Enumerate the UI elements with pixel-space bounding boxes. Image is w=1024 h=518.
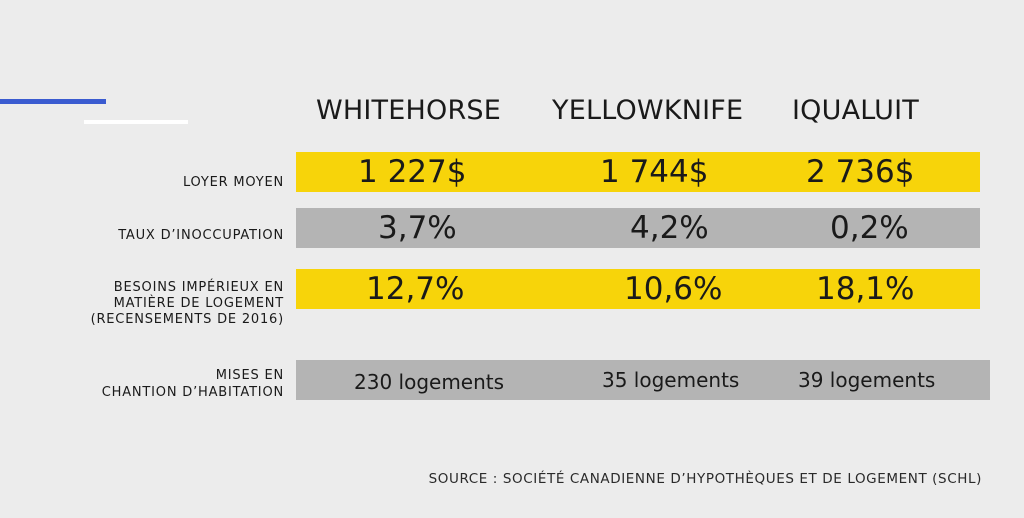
column-header-iqualuit: IQUALUIT	[792, 95, 919, 126]
column-header-yellowknife: YELLOWKNIFE	[552, 95, 744, 126]
cell-taux-yellowknife: 4,2%	[630, 210, 709, 246]
cell-loyer-whitehorse: 1 227$	[358, 154, 467, 190]
row-band-loyer-moyen	[296, 152, 980, 192]
row-band-besoins-imperieux	[296, 269, 980, 309]
row-band-mises-en-chantion	[296, 360, 990, 400]
row-label-mises-line-2: CHANTION D’HABITATION	[101, 385, 284, 400]
row-label-besoins-line-2: MATIÈRE DE LOGEMENT	[113, 296, 284, 311]
source-note: SOURCE : SOCIÉTÉ CANADIENNE D’HYPOTHÈQUE…	[428, 471, 982, 487]
cell-besoins-whitehorse: 12,7%	[366, 271, 465, 307]
row-band-taux-inoccupation	[296, 208, 980, 248]
cell-taux-iqualuit: 0,2%	[830, 210, 909, 246]
cell-mises-yellowknife: 35 logements	[602, 368, 740, 392]
column-header-whitehorse: WHITEHORSE	[316, 95, 502, 126]
cell-besoins-yellowknife: 10,6%	[624, 271, 723, 307]
row-label-besoins-line-3: (RECENSEMENTS DE 2016)	[90, 312, 284, 327]
cell-taux-whitehorse: 3,7%	[378, 210, 457, 246]
cell-besoins-iqualuit: 18,1%	[816, 271, 915, 307]
cell-loyer-yellowknife: 1 744$	[600, 154, 709, 190]
row-label-besoins-line-1: BESOINS IMPÉRIEUX EN	[113, 280, 284, 295]
accent-bar-white	[84, 120, 188, 124]
row-label-loyer-moyen: LOYER MOYEN	[182, 175, 284, 190]
cell-loyer-iqualuit: 2 736$	[806, 154, 915, 190]
accent-bar-blue	[0, 99, 106, 104]
cell-mises-whitehorse: 230 logements	[354, 370, 505, 394]
cell-mises-iqualuit: 39 logements	[798, 368, 936, 392]
row-label-mises-line-1: MISES EN	[215, 368, 284, 383]
row-label-taux-inoccupation: TAUX D’INOCCUPATION	[118, 228, 284, 243]
